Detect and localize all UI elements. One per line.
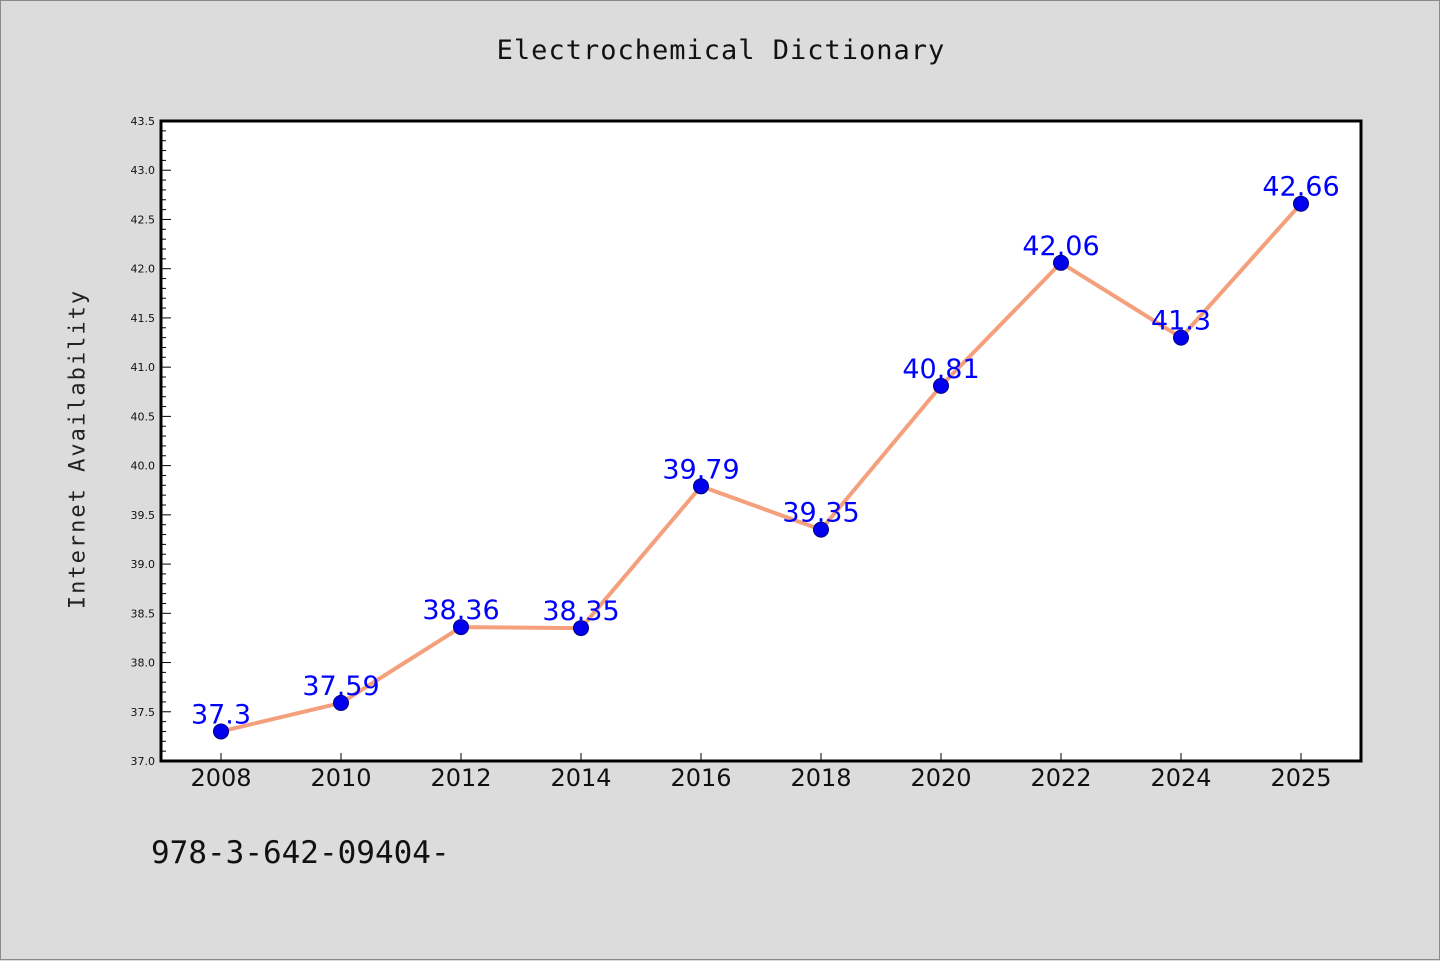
y-tick-label: 37.0 xyxy=(131,755,156,768)
y-tick-label: 40.0 xyxy=(131,460,156,473)
data-label: 42.06 xyxy=(1022,231,1099,262)
series-line xyxy=(219,201,1303,734)
x-tick-label: 2025 xyxy=(1270,764,1331,792)
y-tick-label: 41.5 xyxy=(131,312,156,325)
x-tick-label: 2008 xyxy=(190,764,251,792)
data-point xyxy=(693,478,709,495)
plot-border xyxy=(159,119,1363,763)
y-tick-label: 42.0 xyxy=(131,263,156,276)
footer-code: 978-3-642-09404- xyxy=(151,835,450,871)
y-tick-label: 37.5 xyxy=(131,706,156,719)
data-point xyxy=(453,619,469,636)
y-tick-label: 38.0 xyxy=(131,657,156,670)
x-tick-label: 2020 xyxy=(910,764,971,792)
data-label: 41.3 xyxy=(1151,306,1211,337)
plot-area xyxy=(161,121,1361,761)
x-tick-label: 2016 xyxy=(670,764,731,792)
data-point xyxy=(333,694,349,711)
data-point xyxy=(1053,254,1069,271)
x-tick-label: 2022 xyxy=(1030,764,1091,792)
data-point xyxy=(1293,195,1309,212)
chart-title: Electrochemical Dictionary xyxy=(496,35,946,66)
data-label: 38.35 xyxy=(542,596,619,627)
data-label: 40.81 xyxy=(902,354,979,385)
y-tick-label: 43.5 xyxy=(131,115,156,128)
data-label: 37.3 xyxy=(191,699,251,730)
x-tick-label: 2012 xyxy=(430,764,491,792)
y-tick-label: 39.0 xyxy=(131,558,156,571)
y-tick-label: 38.5 xyxy=(131,607,156,620)
y-tick-label: 43.0 xyxy=(131,164,156,177)
data-label: 38.36 xyxy=(422,595,499,626)
x-tick-label: 2010 xyxy=(310,764,371,792)
data-point xyxy=(933,377,949,394)
data-point xyxy=(213,723,229,740)
data-point xyxy=(813,521,829,538)
data-label: 39.79 xyxy=(662,454,739,485)
x-tick-label: 2024 xyxy=(1150,764,1211,792)
y-tick-label: 39.5 xyxy=(131,509,156,522)
y-tick-label: 42.5 xyxy=(131,213,156,226)
x-tick-label: 2018 xyxy=(790,764,851,792)
y-tick-label: 40.5 xyxy=(131,410,156,423)
data-label: 39.35 xyxy=(782,498,859,529)
x-tick-label: 2014 xyxy=(550,764,611,792)
data-label: 37.59 xyxy=(302,671,379,702)
data-label: 42.66 xyxy=(1262,172,1339,203)
data-point xyxy=(573,620,589,637)
y-tick-label: 41.0 xyxy=(131,361,156,374)
data-point xyxy=(1173,329,1189,346)
